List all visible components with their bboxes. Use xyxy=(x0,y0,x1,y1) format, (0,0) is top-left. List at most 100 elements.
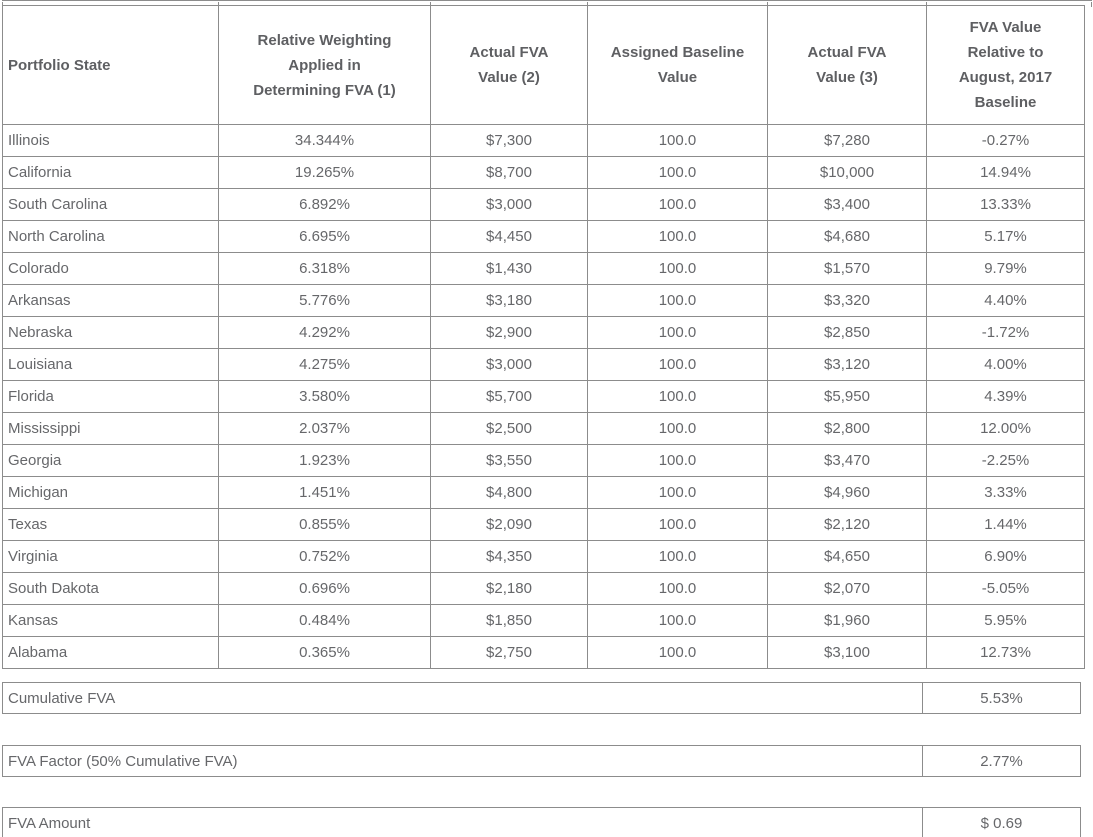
cell-weighting: 19.265% xyxy=(218,156,431,189)
cell-baseline: 100.0 xyxy=(587,348,768,381)
cell-state: Texas xyxy=(2,508,219,541)
grid-tick xyxy=(2,2,3,7)
cell-state: North Carolina xyxy=(2,220,219,253)
table-row: Arkansas 5.776% $3,180 100.0 $3,320 4.40% xyxy=(2,284,1085,317)
cell-fva_value_3: $4,680 xyxy=(767,220,927,253)
cell-weighting: 5.776% xyxy=(218,284,431,317)
cell-fva_value_2: $3,000 xyxy=(430,348,588,381)
fva-amount-value: $ 0.69 xyxy=(922,808,1080,837)
cell-fva_value_2: $4,350 xyxy=(430,540,588,573)
cell-weighting: 1.451% xyxy=(218,476,431,509)
cell-relative_to_baseline: 3.33% xyxy=(926,476,1085,509)
cell-relative_to_baseline: -0.27% xyxy=(926,124,1085,157)
fva-amount-label: FVA Amount xyxy=(8,814,91,832)
cell-fva_value_2: $2,900 xyxy=(430,316,588,349)
cell-fva_value_3: $4,960 xyxy=(767,476,927,509)
cell-fva_value_3: $2,800 xyxy=(767,412,927,445)
table-row: North Carolina 6.695% $4,450 100.0 $4,680 5.1… xyxy=(2,220,1085,253)
cell-relative_to_baseline: -5.05% xyxy=(926,572,1085,605)
grid-tick xyxy=(218,2,219,7)
cumulative-fva-row: Cumulative FVA 5.53% xyxy=(2,682,1081,714)
cell-fva_value_3: $5,950 xyxy=(767,380,927,413)
cell-fva_value_3: $2,120 xyxy=(767,508,927,541)
table-row: Alabama 0.365% $2,750 100.0 $3,100 12.73% xyxy=(2,636,1085,669)
cutoff-row-remnant xyxy=(2,0,1092,7)
col-header-fva-relative-baseline: FVA Value Relative to August, 2017 Basel… xyxy=(926,5,1085,125)
cell-state: Nebraska xyxy=(2,316,219,349)
cell-fva_value_3: $7,280 xyxy=(767,124,927,157)
cell-relative_to_baseline: -1.72% xyxy=(926,316,1085,349)
cell-weighting: 0.855% xyxy=(218,508,431,541)
cell-relative_to_baseline: 4.40% xyxy=(926,284,1085,317)
cell-state: Georgia xyxy=(2,444,219,477)
cell-state: Virginia xyxy=(2,540,219,573)
table-row: Georgia 1.923% $3,550 100.0 $3,470 -2.25% xyxy=(2,444,1085,477)
cell-baseline: 100.0 xyxy=(587,188,768,221)
table-row: South Dakota 0.696% $2,180 100.0 $2,070 -5.05… xyxy=(2,572,1085,605)
cell-weighting: 0.484% xyxy=(218,604,431,637)
fva-factor-label: FVA Factor (50% Cumulative FVA) xyxy=(8,752,238,770)
cell-baseline: 100.0 xyxy=(587,412,768,445)
cell-weighting: 6.892% xyxy=(218,188,431,221)
cell-fva_value_3: $3,120 xyxy=(767,348,927,381)
cell-state: Mississippi xyxy=(2,412,219,445)
cell-relative_to_baseline: 1.44% xyxy=(926,508,1085,541)
col-header-actual-fva-3: Actual FVA Value (3) xyxy=(767,5,927,125)
cell-weighting: 1.923% xyxy=(218,444,431,477)
cell-state: Illinois xyxy=(2,124,219,157)
cumulative-fva-value: 5.53% xyxy=(922,683,1080,713)
cell-fva_value_3: $3,320 xyxy=(767,284,927,317)
col-header-relative-weighting: Relative Weighting Applied in Determinin… xyxy=(218,5,431,125)
col-header-portfolio-state: Portfolio State xyxy=(2,5,219,125)
cell-state: Kansas xyxy=(2,604,219,637)
cell-fva_value_3: $3,400 xyxy=(767,188,927,221)
cell-fva_value_3: $3,100 xyxy=(767,636,927,669)
cell-baseline: 100.0 xyxy=(587,156,768,189)
fva-factor-value: 2.77% xyxy=(922,746,1080,776)
cell-fva_value_3: $2,850 xyxy=(767,316,927,349)
cell-state: South Carolina xyxy=(2,188,219,221)
cell-weighting: 3.580% xyxy=(218,380,431,413)
table-row: California 19.265% $8,700 100.0 $10,000 14.94… xyxy=(2,156,1085,189)
grid-tick xyxy=(430,2,431,7)
cell-fva_value_2: $3,180 xyxy=(430,284,588,317)
cell-fva_value_2: $4,450 xyxy=(430,220,588,253)
cell-fva_value_3: $10,000 xyxy=(767,156,927,189)
cell-relative_to_baseline: 12.00% xyxy=(926,412,1085,445)
cell-baseline: 100.0 xyxy=(587,252,768,285)
cell-weighting: 0.365% xyxy=(218,636,431,669)
cell-relative_to_baseline: 14.94% xyxy=(926,156,1085,189)
cell-fva_value_3: $2,070 xyxy=(767,572,927,605)
cell-weighting: 0.696% xyxy=(218,572,431,605)
table-row: Michigan 1.451% $4,800 100.0 $4,960 3.33% xyxy=(2,476,1085,509)
cell-fva_value_2: $7,300 xyxy=(430,124,588,157)
table-row: South Carolina 6.892% $3,000 100.0 $3,400 13.… xyxy=(2,188,1085,221)
grid-tick xyxy=(926,2,927,7)
cell-weighting: 6.695% xyxy=(218,220,431,253)
cell-weighting: 6.318% xyxy=(218,252,431,285)
cell-relative_to_baseline: 12.73% xyxy=(926,636,1085,669)
cell-baseline: 100.0 xyxy=(587,220,768,253)
cell-fva_value_3: $1,960 xyxy=(767,604,927,637)
cell-fva_value_2: $2,090 xyxy=(430,508,588,541)
col-header-assigned-baseline: Assigned Baseline Value xyxy=(587,5,768,125)
cell-fva_value_2: $3,000 xyxy=(430,188,588,221)
cell-fva_value_3: $4,650 xyxy=(767,540,927,573)
table-row: Illinois 34.344% $7,300 100.0 $7,280 -0.27% xyxy=(2,124,1085,157)
cell-fva_value_3: $3,470 xyxy=(767,444,927,477)
cell-baseline: 100.0 xyxy=(587,508,768,541)
cell-relative_to_baseline: 4.39% xyxy=(926,380,1085,413)
cell-relative_to_baseline: 13.33% xyxy=(926,188,1085,221)
cell-fva_value_2: $1,850 xyxy=(430,604,588,637)
header-row: Portfolio State Relative Weighting Appli… xyxy=(2,5,1085,125)
col-header-actual-fva-2: Actual FVA Value (2) xyxy=(430,5,588,125)
cell-relative_to_baseline: -2.25% xyxy=(926,444,1085,477)
cell-baseline: 100.0 xyxy=(587,604,768,637)
cell-relative_to_baseline: 4.00% xyxy=(926,348,1085,381)
grid-tick xyxy=(587,2,588,7)
cell-relative_to_baseline: 5.17% xyxy=(926,220,1085,253)
cell-fva_value_2: $2,500 xyxy=(430,412,588,445)
cell-state: Louisiana xyxy=(2,348,219,381)
cell-weighting: 0.752% xyxy=(218,540,431,573)
